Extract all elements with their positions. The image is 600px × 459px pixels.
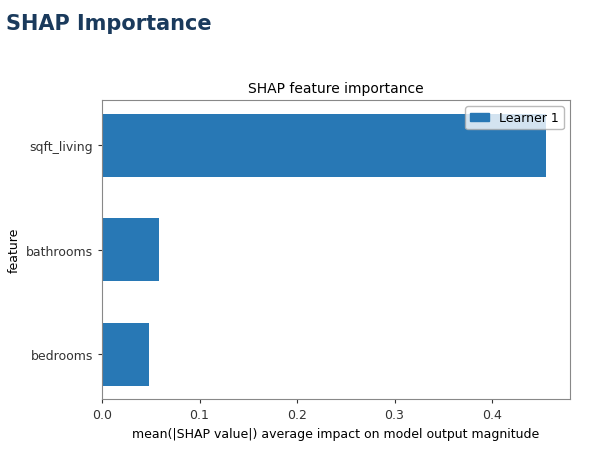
Y-axis label: feature: feature — [7, 228, 20, 273]
Bar — [102, 115, 545, 177]
Title: SHAP feature importance: SHAP feature importance — [248, 82, 424, 95]
Bar — [102, 323, 149, 386]
Legend: Learner 1: Learner 1 — [465, 107, 564, 130]
Text: SHAP Importance: SHAP Importance — [6, 14, 212, 34]
X-axis label: mean(|SHAP value|) average impact on model output magnitude: mean(|SHAP value|) average impact on mod… — [133, 427, 539, 440]
Bar — [102, 219, 158, 281]
